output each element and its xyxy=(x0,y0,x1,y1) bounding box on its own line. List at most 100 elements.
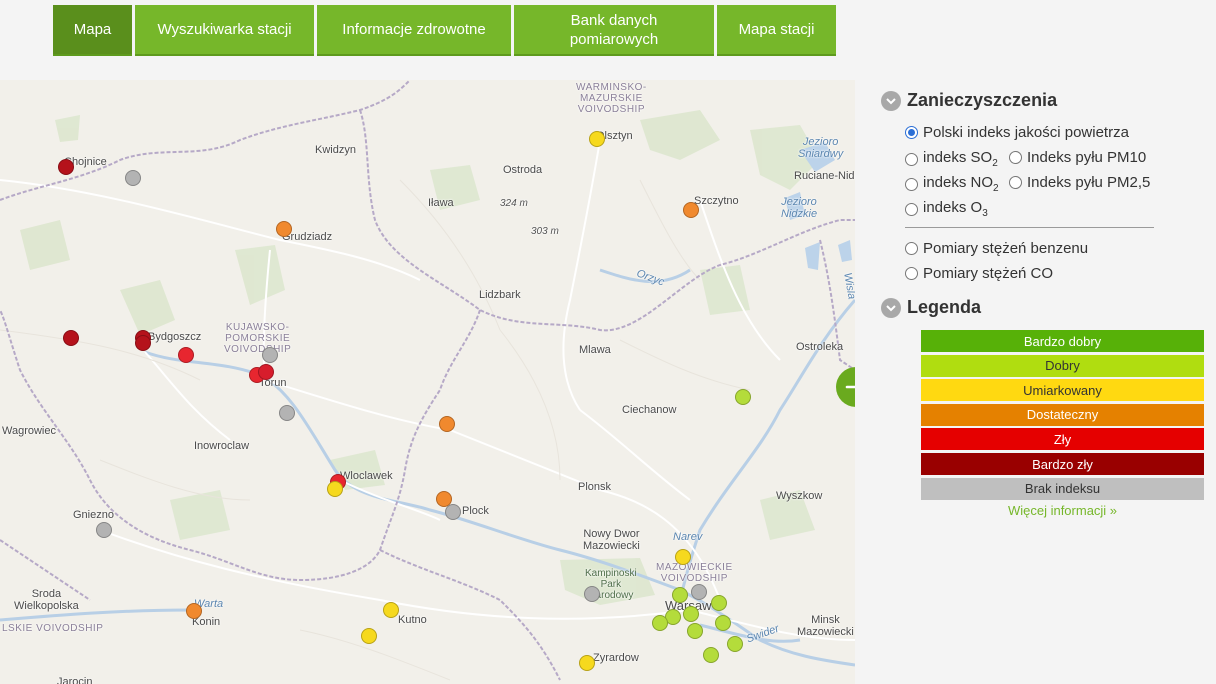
option-co[interactable]: Pomiary stężeń CO xyxy=(905,265,1053,282)
station-marker[interactable] xyxy=(327,481,343,497)
station-marker[interactable] xyxy=(58,159,74,175)
park-label-kampinoski: Kampinoski Park Narodowy xyxy=(585,568,637,601)
radio-button[interactable] xyxy=(1009,151,1022,164)
nav-tab-station-map[interactable]: Mapa stacji xyxy=(717,5,836,56)
elevation-label: 303 m xyxy=(531,226,559,237)
station-marker[interactable] xyxy=(589,131,605,147)
station-marker[interactable] xyxy=(687,623,703,639)
nav-tab-measurement-database[interactable]: Bank danych pomiarowych xyxy=(514,5,714,56)
station-marker[interactable] xyxy=(383,602,399,618)
legend-item: Bardzo zły xyxy=(921,453,1204,475)
city-label-plonsk: Plonsk xyxy=(578,481,612,493)
station-marker[interactable] xyxy=(675,549,691,565)
option-label: indeks NO2 xyxy=(923,174,999,194)
legend-item: Dostateczny xyxy=(921,403,1204,426)
legend-item: Brak indeksu xyxy=(921,477,1204,500)
station-marker[interactable] xyxy=(691,584,707,600)
station-marker[interactable] xyxy=(672,587,688,603)
station-marker[interactable] xyxy=(445,504,461,520)
radio-button[interactable] xyxy=(905,152,918,166)
station-marker[interactable] xyxy=(436,491,452,507)
station-marker[interactable] xyxy=(727,636,743,652)
city-label-ruciane: Ruciane-Nida xyxy=(794,170,855,182)
city-label-zyrardow: Zyrardow xyxy=(593,652,639,664)
legend-item: Umiarkowany xyxy=(921,379,1204,402)
station-marker[interactable] xyxy=(135,335,151,351)
region-label-warminsko: WARMINSKO- MAZURSKIE VOIVODSHIP xyxy=(576,82,647,115)
station-marker[interactable] xyxy=(711,595,727,611)
city-label-olsztyn: Olsztyn xyxy=(596,130,633,142)
radio-button[interactable] xyxy=(905,202,918,216)
legend-section-header[interactable]: Legenda xyxy=(881,297,981,318)
station-marker[interactable] xyxy=(361,628,377,644)
top-navigation-bar: Mapa Wyszukiwarka stacji Informacje zdro… xyxy=(0,0,1216,80)
option-label: Indeks pyłu PM2,5 xyxy=(1027,174,1151,191)
legend-item: Bardzo dobry xyxy=(921,330,1204,352)
side-panel: Zanieczyszczenia Polski indeks jakości p… xyxy=(855,80,1216,684)
option-no2-index[interactable]: indeks NO2 xyxy=(905,174,999,194)
option-so2-index[interactable]: indeks SO2 xyxy=(905,149,998,169)
station-marker[interactable] xyxy=(439,416,455,432)
city-label-szczytno: Szczytno xyxy=(694,195,739,207)
legend-item: Zły xyxy=(921,428,1204,451)
station-marker[interactable] xyxy=(683,202,699,218)
radio-button[interactable] xyxy=(905,267,918,280)
city-label-plock: Plock xyxy=(462,505,489,517)
station-marker[interactable] xyxy=(178,347,194,363)
city-label-ostroleka: Ostroleka xyxy=(796,341,844,353)
legend-item: Dobry xyxy=(921,354,1204,377)
region-label-mazowieckie: MAZOWIECKIE VOIVODSHIP xyxy=(656,562,733,584)
city-label-ostroda: Ostroda xyxy=(503,164,543,176)
station-marker[interactable] xyxy=(125,170,141,186)
option-label: Pomiary stężeń benzenu xyxy=(923,240,1089,257)
station-marker[interactable] xyxy=(262,347,278,363)
air-quality-map[interactable]: Chojnice Kwidzyn Ostroda Olsztyn Iława S… xyxy=(0,80,855,684)
chevron-down-icon xyxy=(881,297,901,318)
city-label-wloclawek: Wloclawek xyxy=(340,470,393,482)
option-o3-index[interactable]: indeks O3 xyxy=(905,199,988,219)
city-label-chojnice: Chojnice xyxy=(64,156,107,168)
more-info-link[interactable]: Więcej informacji » xyxy=(1007,503,1118,518)
radio-button[interactable] xyxy=(1009,176,1022,189)
option-label: Indeks pyłu PM10 xyxy=(1027,149,1147,166)
divider xyxy=(905,227,1154,228)
station-marker[interactable] xyxy=(683,606,699,622)
city-label-bydgoszcz: Bydgoszcz xyxy=(148,331,202,343)
city-label-ciechanow: Ciechanow xyxy=(622,404,677,416)
option-benzene[interactable]: Pomiary stężeń benzenu xyxy=(905,240,1088,257)
nav-tab-health-info[interactable]: Informacje zdrowotne xyxy=(317,5,511,56)
station-marker[interactable] xyxy=(279,405,295,421)
option-pm10-index[interactable]: Indeks pyłu PM10 xyxy=(1009,149,1146,166)
legend-title: Legenda xyxy=(907,297,982,317)
station-marker[interactable] xyxy=(579,655,595,671)
station-marker[interactable] xyxy=(96,522,112,538)
station-marker[interactable] xyxy=(63,330,79,346)
nav-tab-mapa[interactable]: Mapa xyxy=(53,5,132,56)
station-marker[interactable] xyxy=(715,615,731,631)
station-marker[interactable] xyxy=(186,603,202,619)
city-label-wagrowiec: Wagrowiec xyxy=(2,425,56,437)
city-label-mlawa: Mlawa xyxy=(579,344,611,356)
city-label-wyszkow: Wyszkow xyxy=(776,490,823,502)
city-label-minsk: Minsk Mazowiecki xyxy=(797,614,854,638)
city-label-konin: Konin xyxy=(192,616,221,628)
radio-button[interactable] xyxy=(905,177,918,191)
city-label-kwidzyn: Kwidzyn xyxy=(315,144,356,156)
station-marker[interactable] xyxy=(584,586,600,602)
station-marker[interactable] xyxy=(703,647,719,663)
station-marker[interactable] xyxy=(258,364,274,380)
radio-button-selected[interactable] xyxy=(905,126,918,139)
city-label-inowroclaw: Inowroclaw xyxy=(194,440,250,452)
nav-tab-station-search[interactable]: Wyszukiwarka stacji xyxy=(135,5,314,56)
pollutants-section-header[interactable]: Zanieczyszczenia xyxy=(881,90,1057,111)
city-label-torun: Torun xyxy=(259,377,287,389)
radio-button[interactable] xyxy=(905,242,918,255)
region-label-wielkopolskie: LSKIE VOIVODSHIP xyxy=(2,623,104,634)
river-label-narew: Narev xyxy=(673,531,703,543)
option-polish-aqi[interactable]: Polski indeks jakości powietrza xyxy=(905,124,1129,141)
station-marker[interactable] xyxy=(735,389,751,405)
lake-label-sniardwy: Jezioro Sniardwy xyxy=(798,136,844,160)
station-marker[interactable] xyxy=(652,615,668,631)
option-pm25-index[interactable]: Indeks pyłu PM2,5 xyxy=(1009,174,1150,191)
station-marker[interactable] xyxy=(276,221,292,237)
